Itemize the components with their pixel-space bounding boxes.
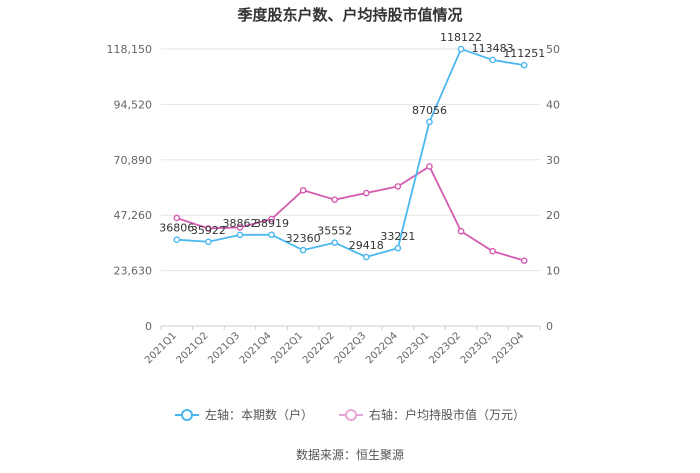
x-tick-label: 2022Q2 [301, 330, 337, 366]
series-point-left [489, 56, 496, 64]
x-tick-label: 2021Q2 [175, 330, 211, 366]
series-point-right [173, 214, 181, 222]
series-point-left [299, 246, 307, 254]
series-point-left [520, 61, 528, 69]
x-tick-label: 2022Q1 [269, 330, 305, 366]
left-tick-label: 47,260 [114, 209, 153, 222]
right-tick-label: 0 [546, 320, 553, 333]
data-label: 32360 [286, 232, 321, 245]
legend-swatch-right [339, 408, 363, 421]
series-point-right [268, 215, 275, 223]
left-tick-label: 23,630 [114, 265, 153, 278]
series-point-right [426, 163, 433, 170]
x-tick-label: 2023Q1 [396, 330, 432, 366]
left-tick-label: 94,520 [114, 98, 153, 111]
right-tick-label: 30 [546, 154, 560, 167]
legend-label-left: 左轴：本期数（户） [204, 408, 313, 422]
left-axis: 0 23,630 47,260 70,890 94,520 118,150 [107, 43, 153, 333]
right-tick-label: 40 [546, 98, 560, 111]
data-label: 118122 [440, 31, 482, 44]
chart-title: 季度股东户数、户均持股市值情况 [237, 6, 463, 24]
x-tick-label: 2021Q4 [238, 330, 274, 366]
series-point-right [457, 227, 465, 235]
data-label: 38862 [222, 217, 257, 230]
series-point-right [394, 183, 402, 190]
series-point-left [457, 45, 465, 53]
series-point-left [394, 244, 402, 252]
series-point-right [299, 186, 307, 194]
data-label: 113483 [472, 42, 514, 55]
series-point-left [236, 231, 244, 239]
series-point-right [331, 196, 339, 203]
data-label: 111251 [503, 47, 545, 60]
right-axis: 0 10 20 30 40 50 [546, 43, 560, 333]
right-tick-label: 20 [546, 209, 560, 222]
data-label: 33221 [380, 230, 415, 243]
x-tick-label: 2021Q3 [206, 330, 242, 366]
series-line-left [176, 48, 525, 258]
series-point-left [331, 239, 339, 246]
x-axis: 2021Q12021Q22021Q32021Q42022Q12022Q22022… [143, 326, 541, 366]
series-point-right [236, 224, 244, 231]
data-label: 35552 [317, 225, 352, 238]
x-tick-label: 2022Q4 [364, 330, 400, 366]
legend-label-right: 右轴：户均持股市值（万元） [369, 408, 526, 422]
left-tick-label: 118,150 [107, 43, 153, 56]
left-tick-label: 0 [145, 320, 152, 333]
grid-lines [161, 48, 540, 327]
series-point-left [173, 236, 181, 244]
series-point-right [362, 189, 370, 197]
right-tick-label: 50 [546, 43, 560, 56]
x-tick-label: 2021Q1 [143, 330, 179, 366]
series-point-left [205, 238, 212, 246]
legend: 左轴：本期数（户） 右轴：户均持股市值（万元） [0, 406, 700, 423]
series-line-right [176, 165, 525, 262]
legend-item-right[interactable]: 右轴：户均持股市值（万元） [339, 406, 525, 423]
data-label: 36806 [159, 222, 194, 235]
series-point-left [426, 118, 433, 126]
series-point-right [489, 247, 496, 255]
right-tick-label: 10 [546, 265, 560, 278]
legend-item-left[interactable]: 左轴：本期数（户） [174, 406, 313, 423]
x-tick-label: 2023Q2 [427, 330, 463, 366]
data-label: 87056 [412, 104, 447, 117]
data-label: 38919 [254, 217, 289, 230]
series-point-left [268, 231, 275, 239]
series-point-left [362, 253, 370, 261]
x-tick-label: 2023Q3 [459, 330, 495, 366]
left-tick-label: 70,890 [114, 154, 153, 167]
legend-swatch-left [174, 408, 199, 421]
series-point-right [205, 225, 212, 232]
series-lines [173, 45, 528, 264]
data-label: 35922 [191, 224, 226, 237]
data-label: 29418 [349, 239, 384, 252]
series-point-right [520, 257, 528, 264]
x-tick-label: 2023Q4 [490, 330, 526, 366]
source-note: 数据来源：恒生聚源 [295, 448, 404, 462]
x-tick-label: 2022Q3 [333, 330, 369, 366]
